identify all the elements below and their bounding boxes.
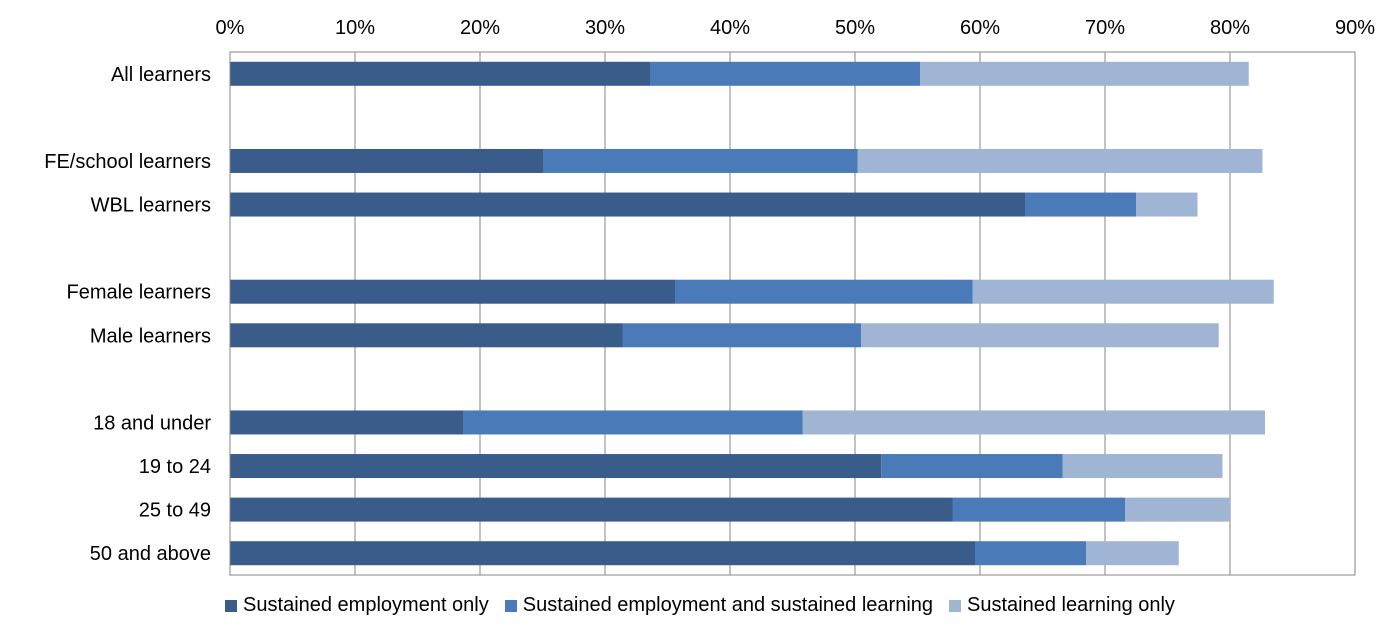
legend-label: Sustained learning only bbox=[967, 594, 1175, 616]
bar-segment bbox=[230, 61, 650, 86]
x-tick-labels: 0% 10% 20% 30% 40% 50% 60% 70% 80% 90% bbox=[216, 17, 1376, 39]
bar-segment bbox=[1025, 192, 1137, 217]
category-label: Female learners bbox=[66, 282, 211, 304]
bar-segment bbox=[857, 148, 1263, 173]
x-tick-label: 50% bbox=[835, 17, 875, 39]
bar-segment bbox=[230, 192, 1025, 217]
bar-segment bbox=[230, 410, 464, 435]
bar-segment bbox=[230, 148, 544, 173]
legend-swatch bbox=[225, 599, 238, 612]
x-tick-label: 70% bbox=[1085, 17, 1125, 39]
bar-segment bbox=[975, 541, 1087, 566]
legend-swatch bbox=[504, 599, 517, 612]
x-tick-label: 10% bbox=[335, 17, 375, 39]
bar-segment bbox=[881, 454, 1063, 479]
bar-segment bbox=[1136, 192, 1198, 217]
grid-layer bbox=[354, 52, 1231, 575]
bar-segment bbox=[972, 279, 1274, 304]
category-label: All learners bbox=[111, 64, 211, 86]
category-label: 25 to 49 bbox=[139, 500, 211, 522]
legend-label: Sustained employment and sustained learn… bbox=[522, 594, 934, 616]
bar-segment bbox=[920, 61, 1249, 86]
x-tick-label: 30% bbox=[585, 17, 625, 39]
bar-segment bbox=[622, 323, 862, 348]
bar-segment bbox=[675, 279, 973, 304]
x-tick-label: 60% bbox=[960, 17, 1000, 39]
bar-segment bbox=[650, 61, 920, 86]
legend-item: Sustained employment only bbox=[225, 594, 489, 617]
bar-segment bbox=[230, 279, 675, 304]
x-tick-label: 40% bbox=[710, 17, 750, 39]
x-tick-label: 20% bbox=[460, 17, 500, 39]
category-label: Male learners bbox=[90, 325, 211, 347]
bar-segment bbox=[463, 410, 803, 435]
bar-segment bbox=[230, 541, 975, 566]
bar-segment bbox=[230, 454, 882, 479]
bar-segment bbox=[952, 497, 1125, 522]
bar-segment bbox=[1125, 497, 1230, 522]
bar-segment bbox=[230, 497, 953, 522]
bar-segment bbox=[1062, 454, 1223, 479]
bar-segment bbox=[230, 323, 623, 348]
category-label: FE/school learners bbox=[44, 151, 211, 173]
bar-segment bbox=[802, 410, 1265, 435]
plot-area-frame bbox=[229, 51, 1356, 576]
bar-segment bbox=[543, 148, 858, 173]
category-label: 19 to 24 bbox=[139, 456, 211, 478]
legend-item: Sustained learning only bbox=[949, 594, 1175, 617]
y-category-labels: All learners FE/school learners WBL learne… bbox=[44, 64, 211, 565]
chart-svg: 0% 10% 20% 30% 40% 50% 60% 70% 80% 90% All learne… bbox=[44, 17, 1376, 576]
category-label: 18 and under bbox=[93, 412, 211, 434]
x-tick-label: 0% bbox=[216, 17, 245, 39]
x-tick-label: 90% bbox=[1335, 17, 1375, 39]
bars-layer bbox=[230, 61, 1274, 566]
legend-item: Sustained employment and sustained learn… bbox=[504, 594, 934, 617]
bar-segment bbox=[861, 323, 1219, 348]
x-tick-label: 80% bbox=[1210, 17, 1250, 39]
bar-segment bbox=[1086, 541, 1179, 566]
category-label: WBL learners bbox=[91, 195, 211, 217]
legend-label: Sustained employment only bbox=[243, 594, 489, 616]
category-label: 50 and above bbox=[90, 543, 211, 565]
legend: Sustained employment only Sustained emplo… bbox=[0, 594, 1400, 617]
legend-swatch bbox=[949, 599, 962, 612]
